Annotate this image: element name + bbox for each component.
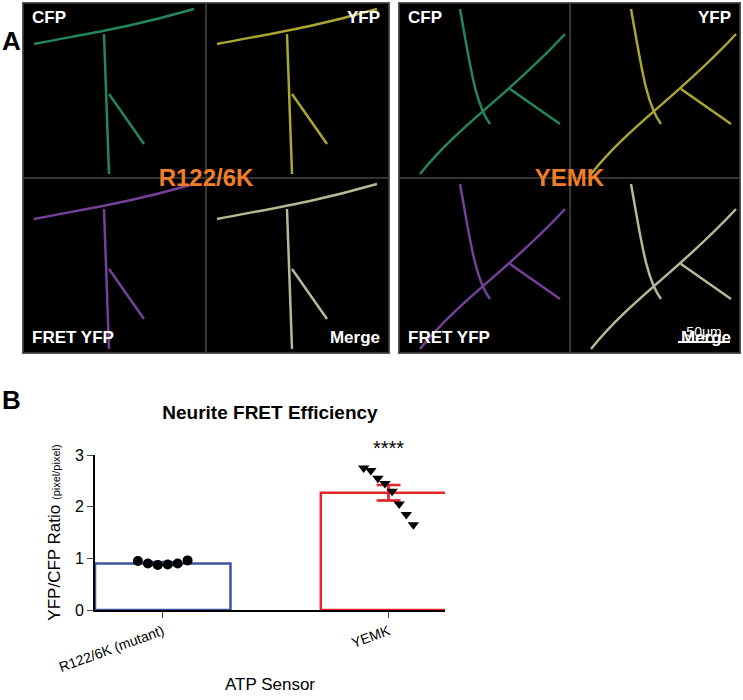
svg-text:R122/6K (mutant): R122/6K (mutant) [57, 622, 166, 675]
html-text:50μm: 50μm [686, 324, 722, 340]
html-text:YFP: YFP [697, 8, 731, 27]
html-text:CFP: CFP [408, 8, 442, 27]
svg-text:1: 1 [75, 550, 84, 567]
svg-text:****: **** [373, 437, 404, 459]
svg-text:0: 0 [75, 602, 84, 619]
html-text:YEMK: YEMK [534, 164, 605, 191]
svg-text:3: 3 [75, 447, 84, 464]
html-text:YFP: YFP [346, 8, 380, 27]
html-text:CFP: CFP [32, 8, 66, 27]
svg-text:YFP/CFP Ratio (pixel/pixel): YFP/CFP Ratio (pixel/pixel) [45, 444, 64, 620]
svg-text:Neurite FRET Efficiency: Neurite FRET Efficiency [162, 402, 378, 423]
svg-text:YEMK: YEMK [349, 622, 392, 651]
html-text:FRET YFP: FRET YFP [408, 328, 490, 347]
html-text:Merge: Merge [680, 328, 731, 347]
svg-text:B: B [2, 385, 21, 415]
html-text:R122/6K: R122/6K [158, 164, 254, 191]
html-text:FRET YFP: FRET YFP [32, 328, 114, 347]
svg-text:ATP Sensor: ATP Sensor [225, 675, 315, 694]
html-text:A: A [2, 26, 21, 56]
svg-text:2: 2 [75, 498, 84, 515]
html-text:Merge: Merge [329, 328, 380, 347]
